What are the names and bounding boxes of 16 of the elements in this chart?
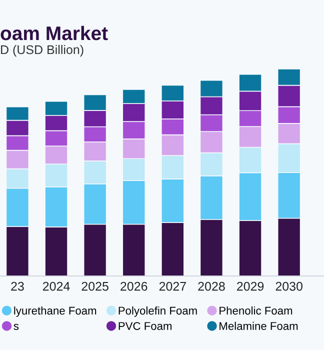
- chart-title: oam Market: [0, 26, 108, 40]
- x-tick-label: 2030: [276, 282, 302, 291]
- legend-label: PVC Foam: [118, 322, 172, 330]
- legend-label: s: [14, 324, 19, 330]
- x-tick-label: 2029: [237, 282, 264, 291]
- legend-label: Melamine Foam: [220, 322, 298, 330]
- chart-subtitle: D (USD Billion): [1, 44, 84, 57]
- x-tick-label: 2027: [159, 282, 186, 291]
- x-tick-label: 23: [11, 282, 24, 291]
- legend-label: Phenolic Foam: [220, 306, 292, 315]
- x-tick-label: 2024: [42, 282, 70, 291]
- x-tick-label: 2025: [82, 282, 108, 291]
- x-tick-label: 2028: [198, 282, 225, 291]
- legend-label: lyurethane Foam: [14, 306, 96, 317]
- legend-label: Polyolefin Foam: [118, 306, 197, 317]
- x-tick-label: 2026: [120, 282, 148, 291]
